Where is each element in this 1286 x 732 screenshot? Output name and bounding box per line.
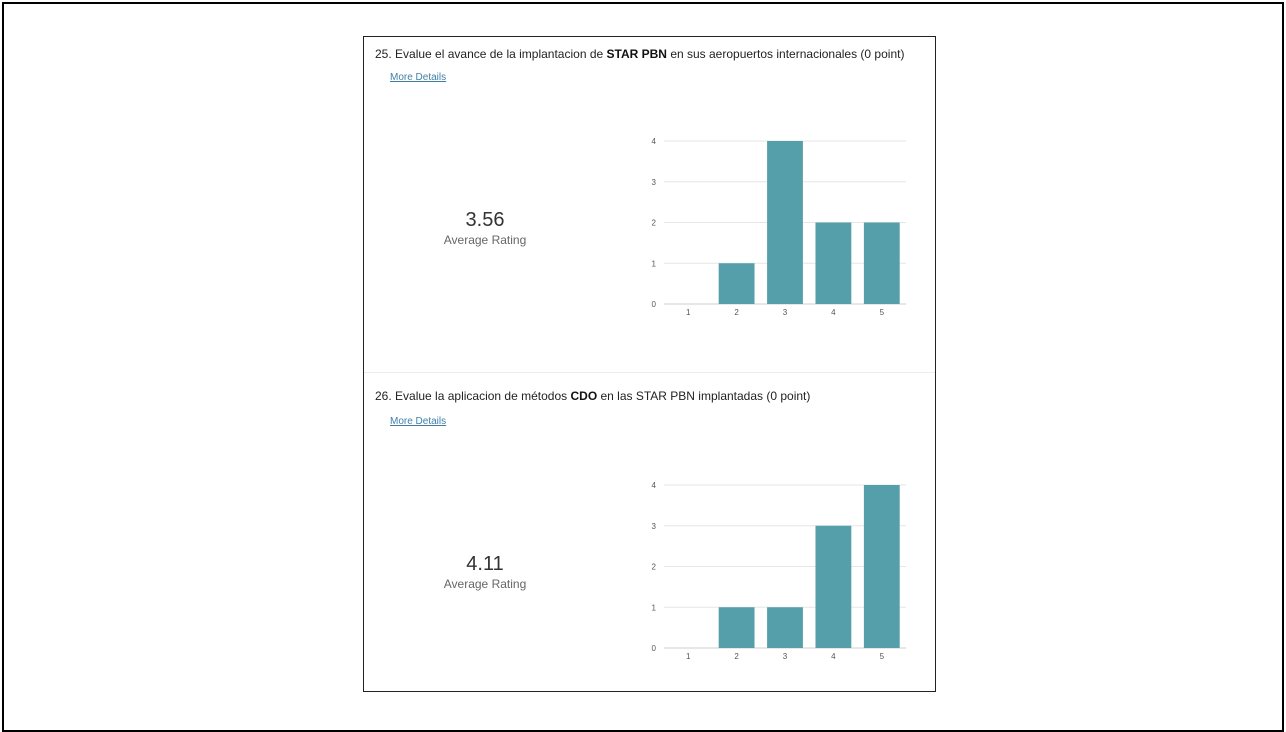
x-tick-label: 5 xyxy=(880,652,885,661)
y-tick-label: 4 xyxy=(652,137,657,146)
bar xyxy=(815,525,852,648)
bar xyxy=(767,141,803,304)
rating-bar-chart: 0 1 2 3 4 1 2 3 4 5 xyxy=(652,481,906,661)
y-tick-label: 2 xyxy=(652,563,657,572)
section-divider xyxy=(364,372,935,373)
question-text-suffix: en sus aeropuertos internacionales (0 po… xyxy=(670,47,905,61)
bar xyxy=(718,607,755,648)
question-text: Evalue el avance de la implantacion de xyxy=(395,47,604,61)
x-tick-label: 4 xyxy=(831,652,836,661)
y-tick-label: 3 xyxy=(652,178,657,187)
x-tick-label: 1 xyxy=(686,308,691,317)
average-rating-label: Average Rating xyxy=(443,233,527,247)
y-tick-label: 3 xyxy=(652,522,657,531)
y-tick-label: 4 xyxy=(652,481,657,490)
rating-bar-chart: 0 1 2 3 4 1 2 3 4 5 xyxy=(652,137,906,317)
average-rating-block: 4.11 Average Rating xyxy=(404,553,566,591)
y-tick-label: 2 xyxy=(652,219,657,228)
y-tick-label: 0 xyxy=(652,300,657,309)
x-tick-label: 1 xyxy=(686,652,691,661)
bar xyxy=(863,222,900,304)
x-tick-label: 2 xyxy=(734,308,739,317)
more-details-link[interactable]: More Details xyxy=(390,72,447,83)
question-text-suffix: en las STAR PBN implantadas (0 point) xyxy=(600,389,811,403)
y-tick-label: 0 xyxy=(652,644,657,653)
bar xyxy=(767,607,803,648)
question-title: 25. Evalue el avance de la implantacion … xyxy=(375,47,904,61)
average-rating-value: 4.11 xyxy=(466,553,504,575)
question-text-bold: CDO xyxy=(570,389,598,403)
x-tick-label: 2 xyxy=(734,652,739,661)
bar xyxy=(815,222,852,304)
average-rating-label: Average Rating xyxy=(443,577,527,591)
question-text: Evalue la aplicacion de métodos xyxy=(395,389,568,403)
x-tick-label: 3 xyxy=(783,308,788,317)
x-tick-label: 4 xyxy=(831,308,836,317)
average-rating-block: 3.56 Average Rating xyxy=(404,209,566,247)
survey-results-card: 25. Evalue el avance de la implantacion … xyxy=(363,36,936,692)
bar xyxy=(863,485,900,648)
y-tick-label: 1 xyxy=(652,259,657,268)
question-title: 26. Evalue la aplicacion de métodos CDO … xyxy=(375,389,810,403)
average-rating-value: 3.56 xyxy=(465,209,505,231)
question-text-bold: STAR PBN xyxy=(606,47,667,61)
more-details-link[interactable]: More Details xyxy=(390,416,447,427)
question-number: 25. xyxy=(375,47,392,61)
question-number: 26. xyxy=(375,389,392,403)
x-tick-label: 5 xyxy=(880,308,885,317)
y-tick-label: 1 xyxy=(652,603,657,612)
x-tick-label: 3 xyxy=(783,652,788,661)
bar xyxy=(718,263,755,304)
